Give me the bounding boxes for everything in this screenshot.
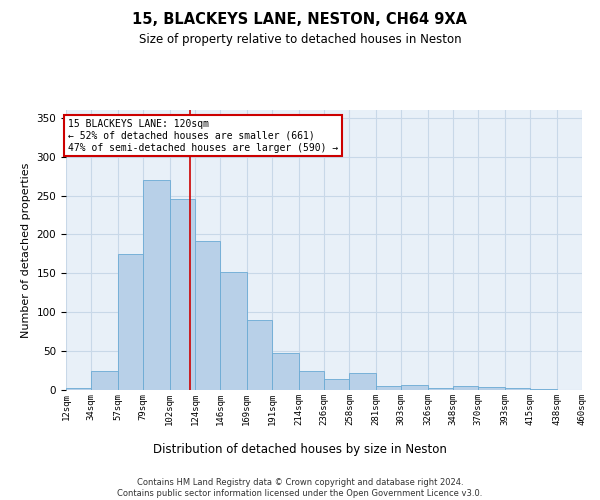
- Bar: [505, 388, 530, 390]
- Bar: [349, 373, 376, 390]
- Bar: [324, 379, 349, 390]
- Bar: [530, 389, 557, 390]
- Bar: [376, 386, 401, 390]
- Bar: [195, 240, 220, 390]
- Bar: [170, 200, 195, 390]
- Bar: [118, 254, 143, 390]
- Text: Size of property relative to detached houses in Neston: Size of property relative to detached ho…: [139, 32, 461, 46]
- Bar: [66, 388, 91, 390]
- Y-axis label: Number of detached properties: Number of detached properties: [21, 162, 31, 338]
- Bar: [247, 320, 272, 390]
- Text: 15 BLACKEYS LANE: 120sqm
← 52% of detached houses are smaller (661)
47% of semi-: 15 BLACKEYS LANE: 120sqm ← 52% of detach…: [68, 120, 338, 152]
- Bar: [220, 272, 247, 390]
- Bar: [299, 370, 324, 390]
- Text: 15, BLACKEYS LANE, NESTON, CH64 9XA: 15, BLACKEYS LANE, NESTON, CH64 9XA: [133, 12, 467, 28]
- Text: Distribution of detached houses by size in Neston: Distribution of detached houses by size …: [153, 442, 447, 456]
- Bar: [428, 388, 453, 390]
- Bar: [453, 386, 478, 390]
- Bar: [272, 354, 299, 390]
- Text: Contains HM Land Registry data © Crown copyright and database right 2024.
Contai: Contains HM Land Registry data © Crown c…: [118, 478, 482, 498]
- Bar: [91, 370, 118, 390]
- Bar: [401, 384, 428, 390]
- Bar: [143, 180, 170, 390]
- Bar: [478, 387, 505, 390]
